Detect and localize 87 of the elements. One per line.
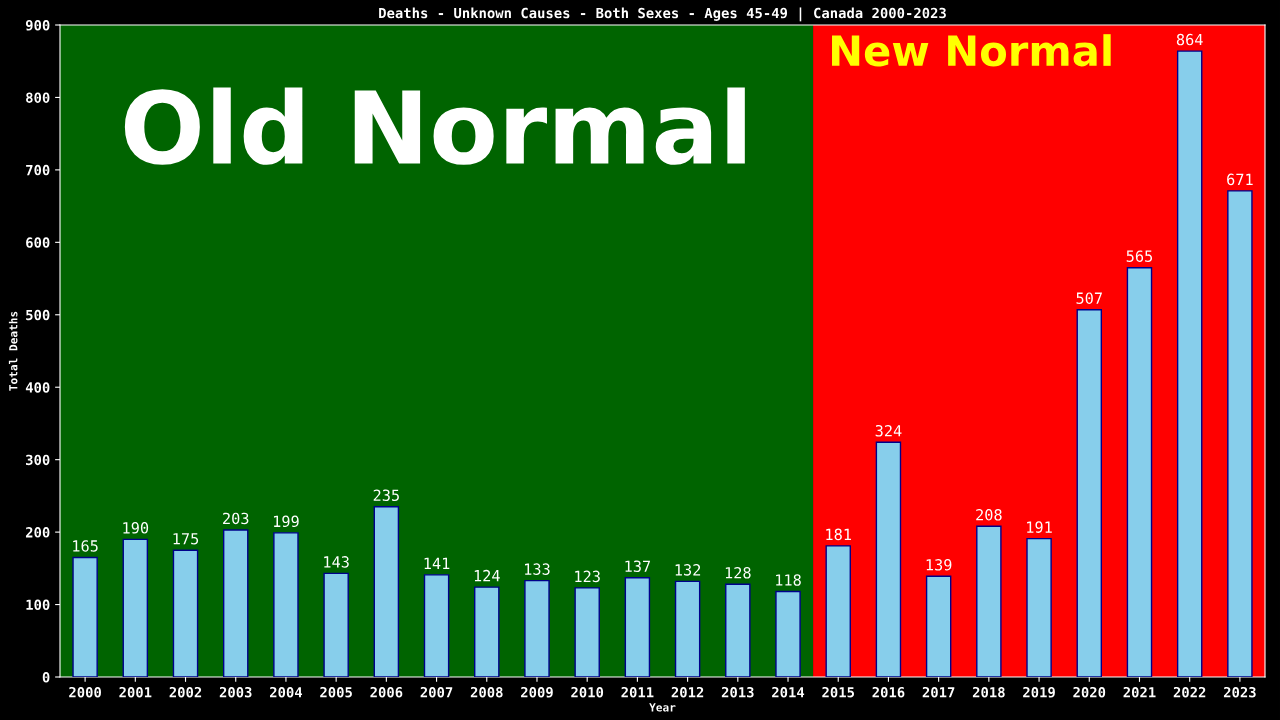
y-tick-label: 900 xyxy=(25,19,50,31)
bar xyxy=(574,587,600,677)
bar xyxy=(1176,50,1203,677)
x-tick-label: 2020 xyxy=(1073,686,1106,698)
x-tick-label: 2008 xyxy=(470,686,503,698)
bar xyxy=(725,583,751,677)
bar xyxy=(1227,190,1253,677)
data-label: 143 xyxy=(324,556,349,568)
data-label: 175 xyxy=(173,533,199,545)
x-tick-label: 2014 xyxy=(772,686,805,698)
y-tick-label: 500 xyxy=(26,309,50,321)
x-tick-label: 2011 xyxy=(621,686,654,698)
y-tick-label: 400 xyxy=(25,382,50,393)
y-tick-label: 700 xyxy=(26,164,50,176)
data-label: 208 xyxy=(976,509,1002,521)
data-label: 165 xyxy=(73,540,98,552)
data-label: 199 xyxy=(273,515,299,528)
y-tick-label: 300 xyxy=(26,454,50,466)
x-tick-label: 2003 xyxy=(219,686,252,698)
bar xyxy=(1126,266,1153,677)
y-tick-label: 600 xyxy=(26,237,50,248)
y-tick-label: 100 xyxy=(26,599,50,611)
x-tick-label: 2015 xyxy=(822,686,855,698)
data-label: 565 xyxy=(1126,250,1153,262)
x-tick-label: 2021 xyxy=(1123,686,1156,698)
data-label: 190 xyxy=(123,522,149,534)
bar xyxy=(875,441,902,677)
x-tick-label: 2007 xyxy=(420,686,453,698)
x-axis-title: Year xyxy=(649,703,676,712)
data-label: 671 xyxy=(1227,173,1253,186)
y-axis-title: Total Deaths xyxy=(8,311,18,391)
data-label: 507 xyxy=(1076,292,1102,304)
x-tick-label: 2013 xyxy=(721,686,754,698)
data-label: 128 xyxy=(725,566,751,579)
bar xyxy=(925,575,952,677)
x-tick-label: 2004 xyxy=(269,686,303,698)
bar xyxy=(825,545,851,677)
data-label: 133 xyxy=(525,563,550,575)
x-tick-label: 2022 xyxy=(1173,686,1206,698)
bar xyxy=(474,586,500,677)
bar xyxy=(72,556,98,677)
bar xyxy=(674,580,701,677)
bar xyxy=(775,590,801,677)
y-tick-label: 0 xyxy=(42,671,50,683)
bar xyxy=(122,538,149,677)
bar xyxy=(524,579,550,677)
data-label: 118 xyxy=(776,574,801,586)
x-tick-label: 2023 xyxy=(1223,686,1256,698)
x-tick-label: 2006 xyxy=(370,686,403,698)
y-tick-label: 200 xyxy=(25,527,50,538)
data-label: 139 xyxy=(926,559,952,571)
x-tick-label: 2016 xyxy=(872,686,905,698)
data-label: 864 xyxy=(1176,33,1203,46)
data-label: 191 xyxy=(1027,521,1052,533)
data-label: 235 xyxy=(373,489,399,502)
x-tick-label: 2009 xyxy=(521,686,553,698)
bar xyxy=(373,506,400,677)
chart-title: Deaths - Unknown Causes - Both Sexes - Ages 45-49 | Canada 2000-2023 xyxy=(379,7,946,22)
data-label: 132 xyxy=(675,564,701,576)
x-tick-label: 2012 xyxy=(671,686,704,698)
band-label: Old Normal xyxy=(124,87,745,165)
x-tick-label: 2018 xyxy=(972,686,1005,698)
bar xyxy=(222,529,249,677)
bar xyxy=(976,525,1002,677)
bar xyxy=(273,532,299,677)
data-label: 141 xyxy=(424,557,450,569)
data-label: 123 xyxy=(575,570,600,583)
x-tick-label: 2001 xyxy=(119,686,152,698)
x-tick-label: 2002 xyxy=(169,686,202,698)
data-label: 203 xyxy=(223,512,249,525)
data-label: 324 xyxy=(875,424,902,437)
bar xyxy=(624,577,651,677)
data-label: 181 xyxy=(826,528,851,541)
bar xyxy=(323,572,349,677)
y-tick-label: 800 xyxy=(26,92,50,103)
bar xyxy=(423,574,450,677)
x-tick-label: 2017 xyxy=(922,686,955,698)
data-label: 124 xyxy=(474,569,500,582)
band-label: New Normal xyxy=(832,34,1111,67)
x-tick-label: 2005 xyxy=(320,686,352,698)
bar xyxy=(1026,537,1052,677)
x-tick-label: 2019 xyxy=(1023,686,1055,698)
x-tick-label: 2000 xyxy=(69,686,101,698)
bar xyxy=(172,549,199,677)
x-tick-label: 2010 xyxy=(571,686,604,698)
bar xyxy=(1076,309,1103,677)
data-label: 137 xyxy=(625,560,651,573)
